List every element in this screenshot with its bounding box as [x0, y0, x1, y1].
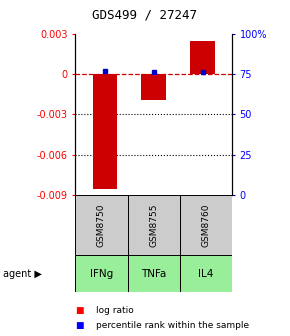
Bar — [93, 74, 117, 189]
Bar — [142, 74, 166, 100]
Text: GDS499 / 27247: GDS499 / 27247 — [93, 9, 197, 22]
Text: agent ▶: agent ▶ — [3, 269, 42, 279]
Bar — [191, 41, 215, 74]
Bar — [75, 255, 128, 292]
Text: IL4: IL4 — [198, 269, 214, 279]
Text: GSM8750: GSM8750 — [97, 203, 106, 247]
Bar — [75, 195, 128, 255]
Text: ■: ■ — [75, 322, 84, 330]
Text: percentile rank within the sample: percentile rank within the sample — [96, 322, 249, 330]
Text: log ratio: log ratio — [96, 306, 133, 315]
Bar — [128, 255, 180, 292]
Text: GSM8760: GSM8760 — [201, 203, 211, 247]
Bar — [180, 195, 232, 255]
Text: TNFa: TNFa — [141, 269, 166, 279]
Bar — [180, 255, 232, 292]
Bar — [128, 195, 180, 255]
Text: IFNg: IFNg — [90, 269, 113, 279]
Text: GSM8755: GSM8755 — [149, 203, 158, 247]
Text: ■: ■ — [75, 306, 84, 315]
